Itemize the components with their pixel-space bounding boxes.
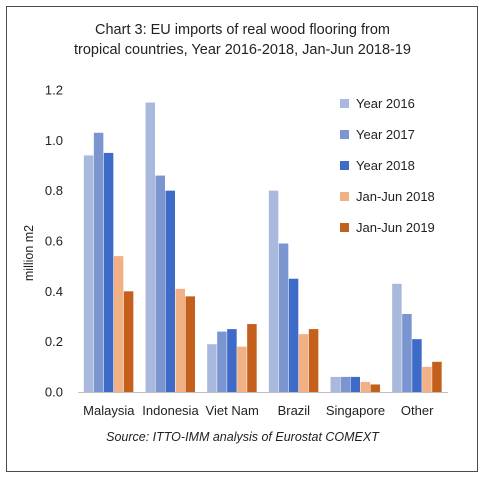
- legend-swatch: [340, 161, 349, 170]
- bar: [113, 256, 124, 392]
- bar: [217, 331, 227, 392]
- legend-label: Year 2017: [356, 127, 415, 142]
- bar: [392, 283, 402, 392]
- bar: [103, 152, 114, 392]
- bar: [247, 324, 257, 392]
- bar: [155, 175, 165, 392]
- bar: [268, 190, 279, 392]
- legend-swatch: [340, 223, 349, 232]
- legend-label: Year 2016: [356, 96, 415, 111]
- legend-swatch: [340, 130, 349, 139]
- chart-frame: [6, 6, 478, 472]
- bars: [83, 102, 442, 393]
- bar: [370, 384, 380, 392]
- y-axis-label: million m2: [22, 225, 36, 281]
- legend-label: Jan-Jun 2018: [356, 189, 435, 204]
- x-tick-label: Singapore: [326, 403, 385, 418]
- bar: [350, 376, 360, 392]
- legend-swatch: [340, 99, 349, 108]
- bar: [123, 291, 134, 392]
- bar: [432, 361, 442, 392]
- y-tick-label: 1.0: [45, 133, 63, 148]
- bar: [165, 190, 175, 392]
- bar: [145, 102, 155, 392]
- bar: [340, 376, 350, 392]
- bar: [412, 339, 422, 392]
- y-tick-label: 0.0: [45, 385, 63, 400]
- bar: [207, 344, 217, 392]
- bar: [330, 376, 340, 392]
- y-tick-label: 0.6: [45, 234, 63, 249]
- bar: [308, 329, 319, 392]
- bar: [288, 278, 299, 392]
- y-tick-label: 0.8: [45, 183, 63, 198]
- legend-label: Year 2018: [356, 158, 415, 173]
- source-note: Source: ITTO-IMM analysis of Eurostat CO…: [106, 430, 379, 444]
- legend: Year 2016 Year 2017 Year 2018 Jan-Jun 2018 J…: [340, 96, 435, 235]
- axes: 0.0 0.2 0.4 0.6 0.8 1.0 1.2 Malaysia Indonesia Vi…: [45, 83, 448, 418]
- x-tick-label: Indonesia: [142, 403, 199, 418]
- x-tick-label: Malaysia: [83, 403, 135, 418]
- x-tick-label: Other: [401, 403, 434, 418]
- bar: [175, 288, 185, 392]
- bar: [83, 155, 94, 392]
- bar: [237, 346, 247, 392]
- x-tick-label: Viet Nam: [206, 403, 259, 418]
- y-tick-label: 0.2: [45, 334, 63, 349]
- chart-title-line-1: Chart 3: EU imports of real wood floorin…: [95, 22, 390, 38]
- y-tick-label: 1.2: [45, 83, 63, 98]
- y-tick-label: 0.4: [45, 284, 63, 299]
- bar: [278, 243, 289, 392]
- bar: [422, 366, 432, 392]
- bar: [402, 313, 412, 392]
- bar: [185, 296, 195, 392]
- bar: [227, 329, 237, 392]
- chart-title-line-2: tropical countries, Year 2016-2018, Jan-…: [74, 42, 411, 58]
- bar: [93, 132, 104, 393]
- bar: [298, 334, 309, 392]
- legend-label: Jan-Jun 2019: [356, 220, 435, 235]
- chart-title: Chart 3: EU imports of real wood floorin…: [0, 20, 485, 60]
- bar: [360, 381, 370, 392]
- x-tick-label: Brazil: [278, 403, 311, 418]
- legend-swatch: [340, 192, 349, 201]
